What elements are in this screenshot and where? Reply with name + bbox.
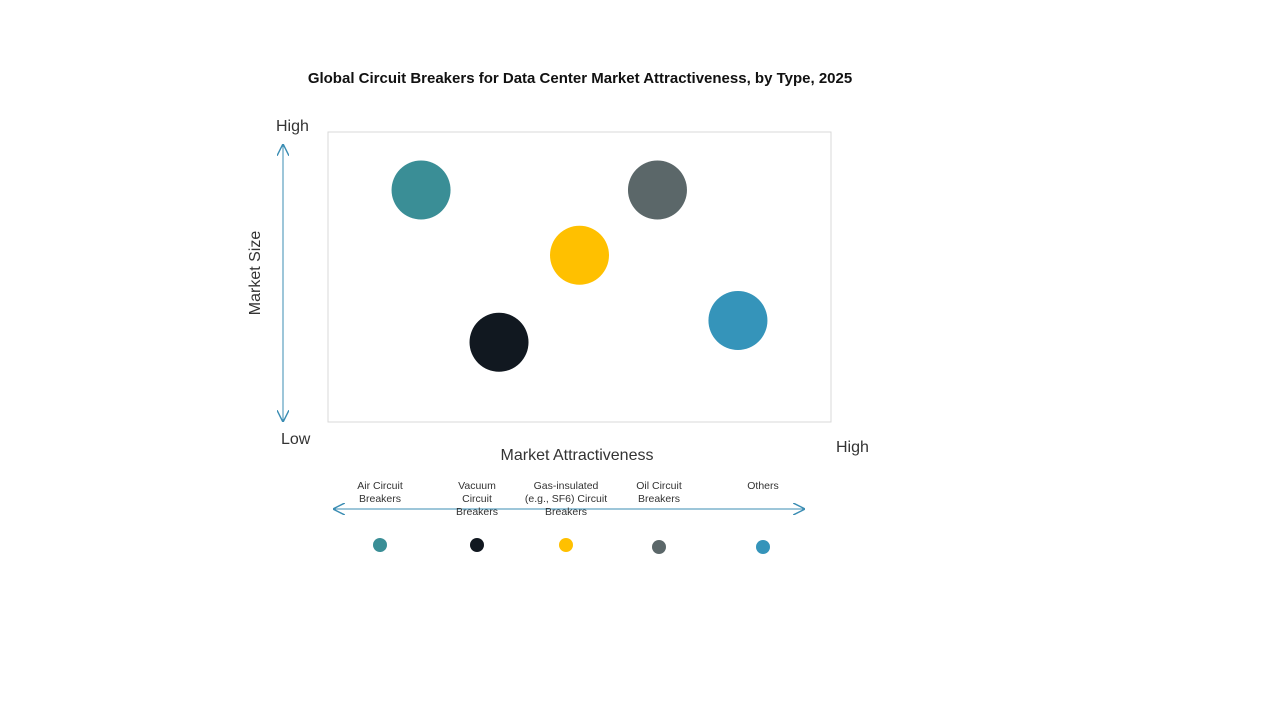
- x-high-label: High: [836, 439, 869, 456]
- point-air-circuit-breakers: [391, 160, 451, 220]
- chart-title: Global Circuit Breakers for Data Center …: [308, 70, 852, 87]
- legend-dot-gas-insulated-e-g-sf6-circuit-breakers: [559, 538, 573, 552]
- legend-label-others: Others: [747, 480, 779, 492]
- point-gas-insulated-e-g-sf6-circuit-breakers: [550, 225, 609, 285]
- legend: Air Circuit Breakers Vacuum Circuit Breakers…: [357, 480, 779, 554]
- point-oil-circuit-breakers: [627, 160, 687, 220]
- legend-label-oil-circuit-breakers: Oil Circuit Breakers: [636, 480, 682, 505]
- y-axis-label: Market Size: [247, 231, 264, 316]
- legend-dot-vacuum-circuit-breakers: [470, 538, 484, 552]
- legend-dot-air-circuit-breakers: [373, 538, 387, 552]
- y-high-label: High: [276, 118, 309, 135]
- legend-label-air-circuit-breakers: Air Circuit Breakers: [357, 480, 403, 505]
- legend-label-vacuum-circuit-breakers: Vacuum Circuit Breakers: [456, 480, 498, 518]
- x-low-label: Low: [281, 431, 311, 448]
- data-points: [391, 160, 768, 372]
- point-others: [708, 291, 768, 350]
- x-axis-label: Market Attractiveness: [501, 447, 654, 464]
- point-vacuum-circuit-breakers: [469, 312, 529, 372]
- legend-dot-oil-circuit-breakers: [652, 540, 666, 554]
- legend-dot-others: [756, 540, 770, 554]
- legend-label-gas-insulated-e-g-sf6-circuit-breakers: Gas-insulated (e.g., SF6) Circuit Breakers: [525, 480, 607, 518]
